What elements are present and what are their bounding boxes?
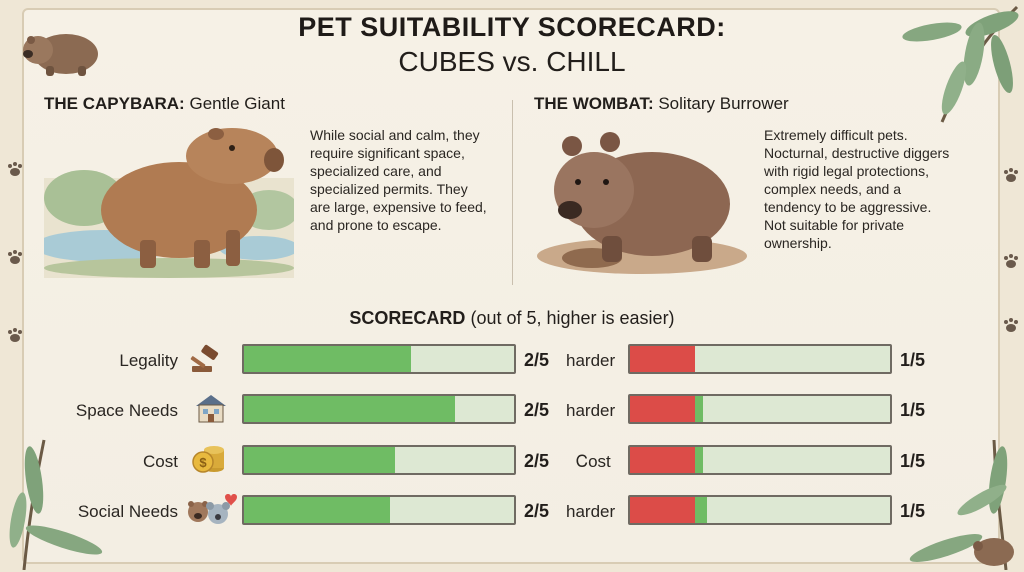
mid-label-space-needs: harder <box>566 401 616 420</box>
row-label-social-needs: Social Needs <box>77 502 178 521</box>
page-subtitle: CUBES vs. CHILL <box>398 46 626 77</box>
mid-label-social-needs: harder <box>566 502 616 521</box>
scorecard-frame <box>22 8 1000 564</box>
wombat-bar-tip <box>695 497 707 523</box>
eucalyptus-right-icon <box>909 439 1014 570</box>
house-icon <box>196 395 226 423</box>
mid-label-cost: Ꮯost <box>576 452 611 471</box>
capybara-heading: THE CAPYBARA: Gentle Giant <box>44 94 285 114</box>
paw-print-icon <box>8 162 22 176</box>
paw-print-icon <box>1004 254 1018 268</box>
wombat-score-cost: 1/5 <box>900 451 926 471</box>
wombat-illustration <box>537 132 747 274</box>
capybara-name: THE CAPYBARA: <box>44 94 185 113</box>
wombat-bar-tip <box>695 396 703 422</box>
wombat-name: THE WOMBAT: <box>534 94 654 113</box>
animal-faces-heart-icon <box>188 494 237 524</box>
scorecard-title: SCORECARD (out of 5, higher is easier) <box>349 308 675 328</box>
wombat-bar-legality <box>628 344 892 374</box>
capybara-bar-fill <box>244 497 390 523</box>
capybara-description: While social and calm, they require sign… <box>310 127 487 233</box>
paw-print-icon <box>1004 168 1018 182</box>
capybara-score-legality: 2/5 <box>524 350 550 370</box>
gavel-icon <box>190 344 219 372</box>
capybara-illustration <box>44 128 294 278</box>
wombat-bar-space-needs <box>628 394 892 424</box>
eucalyptus-branch-icon <box>902 5 1019 123</box>
wombat-score-space-needs: 1/5 <box>900 400 926 420</box>
capybara-bar-fill <box>244 396 455 422</box>
paw-print-icon <box>8 250 22 264</box>
wombat-bar-fill <box>630 396 695 422</box>
wombat-tagline: Solitary Burrower <box>658 94 789 113</box>
capybara-score-social-needs: 2/5 <box>524 501 550 521</box>
wombat-heading: THE WOMBAT: Solitary Burrower <box>534 94 789 114</box>
paw-print-icon <box>1004 318 1018 332</box>
wombat-bar-fill <box>630 346 695 372</box>
section-divider <box>512 100 513 285</box>
wombat-description: Extremely difficult pets. Nocturnal, des… <box>764 127 950 251</box>
wombat-bar-tip <box>695 447 703 473</box>
coins-icon: $ <box>192 446 224 473</box>
capybara-bar-social-needs <box>242 495 516 525</box>
row-label-cost: Cost <box>143 452 178 471</box>
capybara-bar-legality <box>242 344 516 374</box>
capybara-tagline: Gentle Giant <box>189 94 285 113</box>
wombat-score-social-needs: 1/5 <box>900 501 926 521</box>
wombat-bar-fill <box>630 447 695 473</box>
mid-label-legality: harder <box>566 351 616 370</box>
capybara-score-space-needs: 2/5 <box>524 400 550 420</box>
capybara-score-cost: 2/5 <box>524 451 550 471</box>
capybara-bar-cost <box>242 445 516 475</box>
capybara-bar-space-needs <box>242 394 516 424</box>
wombat-bar-fill <box>630 497 695 523</box>
page-title: PET SUITABILITY SCORECARD: <box>298 12 726 42</box>
capybara-bar-fill <box>244 447 396 473</box>
row-label-legality: Legality <box>119 351 178 370</box>
wombat-score-legality: 1/5 <box>900 350 926 370</box>
wombat-bar-social-needs <box>628 495 892 525</box>
paw-print-icon <box>8 328 22 342</box>
wombat-corner-icon <box>23 34 98 76</box>
wombat-bar-cost <box>628 445 892 475</box>
svg-text:$: $ <box>199 455 207 470</box>
eucalyptus-left-icon <box>9 439 103 570</box>
row-label-space-needs: Space Needs <box>75 401 178 420</box>
capybara-bar-fill <box>244 346 412 372</box>
